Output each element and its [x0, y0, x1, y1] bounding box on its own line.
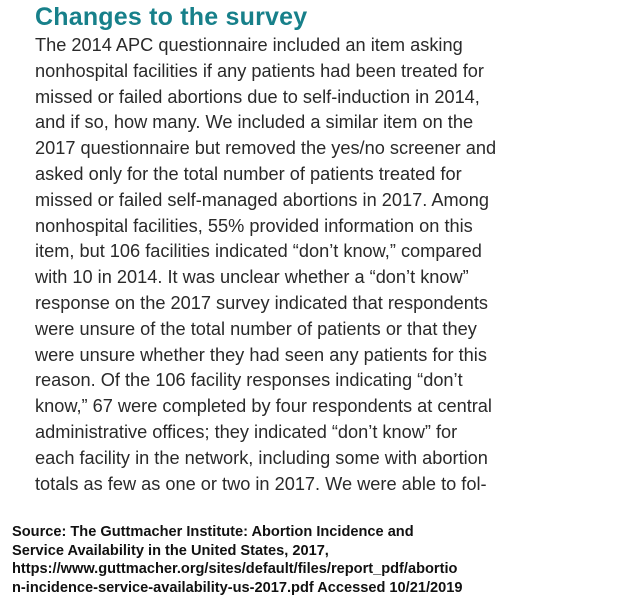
body-line: and if so, how many. We included a simil…: [35, 112, 474, 133]
source-line: Service Availability in the United State…: [12, 542, 329, 559]
body-line: each facility in the network, including …: [35, 447, 488, 468]
section-heading: Changes to the survey: [35, 3, 308, 31]
body-line: missed or failed abortions due to self-i…: [35, 86, 480, 107]
article-excerpt: Changes to the survey The 2014 APC quest…: [35, 0, 635, 497]
body-line: reason. Of the 106 facility responses in…: [35, 370, 463, 391]
body-line: with 10 in 2014. It was unclear whether …: [35, 267, 469, 288]
section-body: The 2014 APC questionnaire included an i…: [35, 33, 635, 497]
body-line: nonhospital facilities, 55% provided inf…: [35, 215, 473, 236]
source-line: Source: The Guttmacher Institute: Aborti…: [12, 524, 414, 540]
source-url-line: https://www.guttmacher.org/sites/default…: [12, 561, 458, 577]
body-line: administrative offices; they indicated “…: [35, 421, 458, 442]
body-line: totals as few as one or two in 2017. We …: [35, 473, 487, 494]
body-line: 2017 questionnaire but removed the yes/n…: [35, 138, 497, 159]
body-line: The 2014 APC questionnaire included an i…: [35, 35, 463, 55]
body-line: nonhospital facilities if any patients h…: [35, 60, 484, 81]
body-line: were unsure whether they had seen any pa…: [35, 344, 487, 365]
body-line: know,” 67 were completed by four respond…: [35, 396, 492, 417]
source-citation: Source: The Guttmacher Institute: Aborti…: [12, 523, 632, 597]
body-line: asked only for the total number of patie…: [35, 163, 462, 184]
source-url-line: n-incidence-service-availability-us-2017…: [12, 579, 463, 596]
body-line: missed or failed self-managed abortions …: [35, 189, 489, 210]
body-line: item, but 106 facilities indicated “don’…: [35, 241, 482, 262]
body-line: response on the 2017 survey indicated th…: [35, 292, 488, 313]
body-line: were unsure of the total number of patie…: [35, 318, 477, 339]
